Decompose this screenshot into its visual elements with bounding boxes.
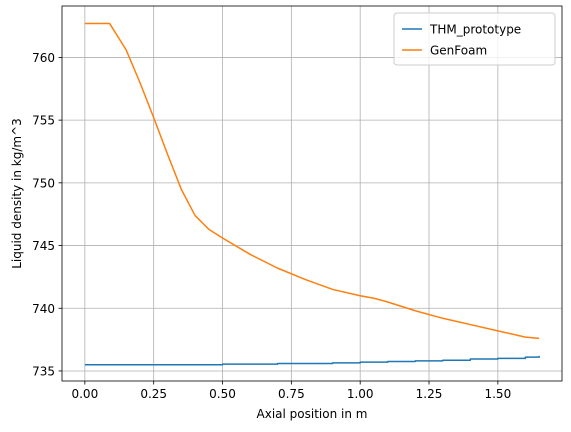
- y-tick-label: 745: [32, 239, 55, 253]
- plot-frame: [61, 5, 563, 382]
- series-lines: [84, 22, 540, 366]
- x-axis-ticks: 0.00 0.25 0.50 0.75 1.00 1.25 1.50: [71, 381, 511, 401]
- x-tick-label: 0.00: [71, 387, 98, 401]
- legend: THM_prototype GenFoam: [393, 12, 556, 66]
- x-tick-label: 0.25: [140, 387, 167, 401]
- y-tick-label: 750: [32, 176, 55, 190]
- y-tick-label: 760: [32, 51, 55, 65]
- y-tick-label: 740: [32, 302, 55, 316]
- x-tick-label: 1.25: [416, 387, 443, 401]
- y-tick-label: 735: [32, 364, 55, 378]
- x-tick-label: 0.50: [209, 387, 236, 401]
- x-tick-label: 1.00: [347, 387, 374, 401]
- x-tick-label: 0.75: [278, 387, 305, 401]
- x-axis-label: Axial position in m: [257, 407, 368, 421]
- plot-background: [62, 6, 562, 381]
- legend-box: [393, 12, 556, 66]
- grid-lines: [62, 6, 562, 381]
- y-tick-label: 755: [32, 114, 55, 128]
- series-line-thm-prototype: [84, 355, 540, 366]
- y-axis-ticks: 735 740 745 750 755 760: [32, 51, 62, 378]
- series-line-genfoam: [84, 22, 540, 340]
- legend-label: GenFoam: [430, 44, 487, 58]
- x-tick-label: 1.50: [484, 387, 511, 401]
- legend-label: THM_prototype: [429, 23, 521, 37]
- y-axis-label: Liquid density in kg/m^3: [10, 118, 24, 269]
